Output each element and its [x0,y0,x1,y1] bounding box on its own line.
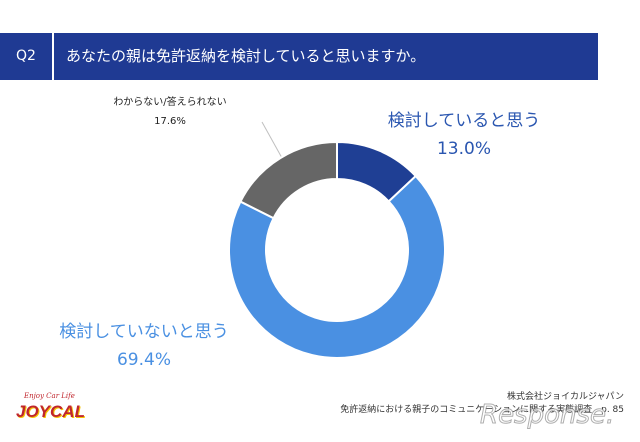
label-kentou-shiteiru: 検討していると思う 13.0% [364,107,564,163]
footer-credits: 株式会社ジョイカルジャパン 免許返納における親子のコミュニケーションに関する実態… [340,391,624,417]
category-label: 検討していないと思う [59,322,229,342]
category-label: わからない/答えられない [113,97,227,108]
footer-company: 株式会社ジョイカルジャパン [506,392,624,402]
question-number: Q2 [0,33,54,80]
donut-slice-3 [239,140,338,220]
donut-slice-2 [228,174,446,359]
value-label: 69.4% [116,350,171,370]
label-kentou-shiteinai: 検討していないと思う 69.4% [24,318,264,374]
logo-name: JOYCAL [16,402,85,421]
footer-report-line: 免許返納における親子のコミュニケーションに関する実態調査 p. 85 [340,404,624,417]
footer-report: 免許返納における親子のコミュニケーションに関する実態調査 [340,405,593,415]
logo-tagline: Enjoy Car Life [24,392,75,400]
footer-page: p. 85 [601,405,624,415]
category-label: 検討していると思う [387,111,541,131]
question-header: Q2 あなたの親は免許返納を検討していると思いますか。 [0,33,598,80]
value-label: 13.0% [436,139,491,159]
question-text: あなたの親は免許返納を検討していると思いますか。 [66,47,426,65]
label-wakaranai: わからない/答えられない 17.6% [85,93,255,131]
joycal-logo: Enjoy Car Life JOYCAL [14,392,114,434]
value-label: 17.6% [154,116,186,127]
response-watermark: Response. [479,400,615,431]
